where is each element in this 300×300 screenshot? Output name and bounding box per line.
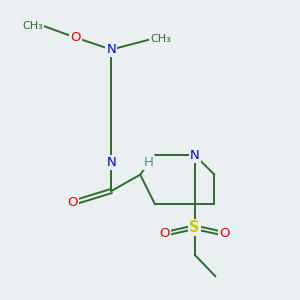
Text: O: O bbox=[160, 227, 170, 240]
Text: N: N bbox=[190, 148, 200, 162]
Text: O: O bbox=[219, 227, 230, 240]
Text: CH₃: CH₃ bbox=[150, 34, 171, 44]
Text: O: O bbox=[70, 31, 81, 44]
Text: N: N bbox=[106, 156, 116, 169]
Text: S: S bbox=[189, 220, 200, 235]
Text: CH₃: CH₃ bbox=[22, 21, 43, 31]
Text: O: O bbox=[68, 196, 78, 209]
Text: H: H bbox=[144, 156, 154, 169]
Text: N: N bbox=[106, 43, 116, 56]
